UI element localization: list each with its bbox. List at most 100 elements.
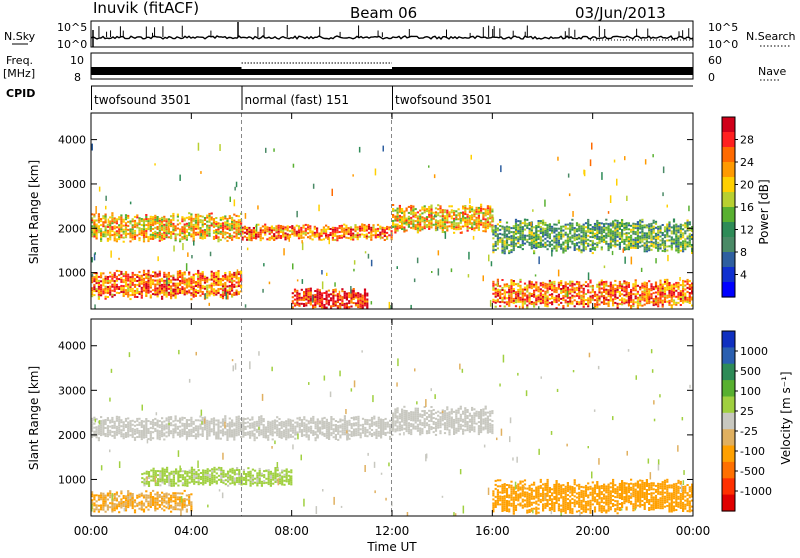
heatmap-cell — [233, 435, 235, 437]
heatmap-cell — [326, 295, 328, 297]
heatmap-cell — [513, 290, 515, 292]
heatmap-cell — [247, 431, 249, 433]
heatmap-cell — [265, 437, 267, 439]
heatmap-cell — [107, 431, 109, 433]
heatmap-cell — [145, 436, 147, 438]
heatmap-cell — [98, 225, 100, 227]
heatmap-cell — [229, 235, 231, 237]
heatmap-cell — [202, 232, 204, 234]
heatmap-cell — [603, 301, 605, 303]
heatmap-cell — [157, 234, 159, 236]
heatmap-cell — [684, 299, 686, 301]
heatmap-cell — [610, 229, 612, 231]
heatmap-cell — [476, 209, 478, 211]
heatmap-cell — [488, 255, 490, 262]
heatmap-cell — [229, 289, 231, 291]
heatmap-cell — [222, 293, 224, 295]
heatmap-cell — [382, 233, 384, 235]
heatmap-cell — [289, 237, 291, 241]
heatmap-cell — [623, 223, 625, 225]
heatmap-cell — [98, 425, 100, 427]
heatmap-cell — [601, 234, 603, 236]
heatmap-cell — [229, 281, 231, 283]
heatmap-cell — [190, 433, 192, 435]
heatmap-cell — [666, 224, 668, 226]
heatmap-cell — [473, 229, 475, 231]
heatmap-cell — [208, 423, 210, 425]
heatmap-cell — [619, 224, 621, 226]
heatmap-cell — [513, 233, 515, 235]
heatmap-cell — [125, 236, 127, 238]
heatmap-cell — [217, 290, 219, 292]
heatmap-cell — [123, 435, 125, 437]
heatmap-cell — [93, 214, 95, 216]
heatmap-cell — [632, 239, 634, 241]
heatmap-cell — [587, 291, 589, 293]
heatmap-cell — [314, 236, 316, 238]
heatmap-cell — [605, 289, 607, 291]
heatmap-cell — [224, 286, 226, 288]
heatmap-cell — [608, 293, 610, 295]
heatmap-cell — [659, 230, 661, 232]
heatmap-cell — [118, 274, 120, 276]
heatmap-cell — [610, 286, 612, 288]
heatmap-cell — [501, 228, 503, 230]
heatmap-cell — [249, 435, 251, 437]
heatmap-cell — [632, 283, 634, 285]
heatmap-cell — [533, 306, 535, 308]
heatmap-cell — [134, 278, 136, 280]
heatmap-cell — [111, 427, 113, 429]
heatmap-cell — [619, 293, 621, 295]
heatmap-cell — [601, 246, 603, 248]
heatmap-cell — [105, 423, 107, 425]
heatmap-cell — [659, 284, 661, 286]
heatmap-cell — [487, 219, 489, 221]
heatmap-cell — [197, 216, 199, 218]
heatmap-cell — [659, 298, 661, 300]
heatmap-cell — [637, 241, 639, 243]
heatmap-cell — [517, 283, 519, 285]
heatmap-cell — [659, 290, 661, 292]
heatmap-cell — [589, 240, 591, 242]
heatmap-cell — [309, 237, 311, 239]
heatmap-cell — [296, 211, 298, 217]
heatmap-cell — [319, 289, 321, 291]
heatmap-cell — [370, 231, 372, 233]
heatmap-cell — [273, 229, 275, 231]
heatmap-cell — [641, 268, 643, 272]
heatmap-cell — [478, 207, 480, 209]
heatmap-cell — [476, 207, 478, 209]
heatmap-cell — [213, 232, 215, 234]
heatmap-cell — [138, 237, 140, 239]
heatmap-cell — [346, 307, 348, 309]
heatmap-cell — [118, 234, 120, 236]
heatmap-cell — [197, 276, 199, 278]
heatmap-cell — [234, 187, 236, 191]
freq-band-2 — [242, 69, 393, 75]
heatmap-cell — [666, 246, 668, 248]
heatmap-cell — [657, 289, 659, 291]
heatmap-cell — [671, 226, 673, 228]
heatmap-cell — [522, 242, 524, 244]
heatmap-cell — [322, 281, 324, 289]
heatmap-cell — [175, 432, 177, 434]
heatmap-cell — [337, 293, 339, 295]
heatmap-cell — [655, 239, 657, 241]
heatmap-cell — [238, 231, 240, 233]
heatmap-cell — [177, 426, 179, 428]
heatmap-cell — [109, 216, 111, 218]
heatmap-cell — [401, 218, 403, 220]
heatmap-cell — [662, 306, 664, 308]
heatmap-cell — [504, 244, 506, 246]
heatmap-cell — [175, 225, 177, 227]
heatmap-cell — [159, 226, 161, 228]
freq-tick-bottom: 8 — [74, 71, 81, 84]
heatmap-cell — [467, 230, 469, 232]
heatmap-cell — [251, 235, 253, 237]
heatmap-cell — [145, 426, 147, 428]
heatmap-cell — [544, 287, 546, 289]
heatmap-cell — [157, 432, 159, 434]
heatmap-cell — [301, 289, 303, 291]
heatmap-cell — [190, 280, 192, 282]
heatmap-cell — [211, 422, 213, 424]
